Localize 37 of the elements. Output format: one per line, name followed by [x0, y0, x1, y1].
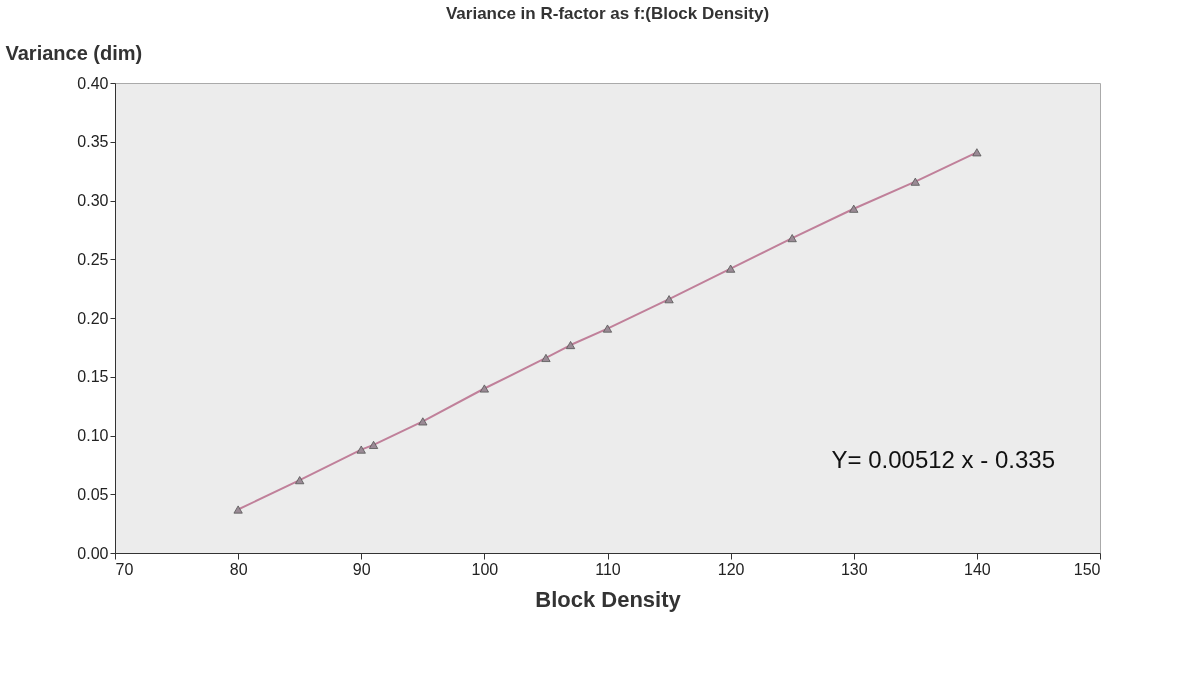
point [602, 324, 613, 333]
y-tick-label: 0.30 [77, 192, 109, 209]
x-tick-label: 90 [352, 560, 371, 578]
point [565, 341, 576, 350]
y-tick-label: 0.25 [77, 250, 109, 268]
y-tick-label: 0.40 [77, 74, 109, 92]
point [910, 177, 920, 186]
point [541, 353, 551, 362]
y-tick-label: 0.10 [77, 427, 109, 444]
point [726, 264, 736, 273]
x-tick-label: 100 [471, 560, 499, 578]
x-axis-title: Block Density [535, 586, 682, 612]
point [664, 295, 674, 304]
point [972, 148, 982, 157]
point [787, 234, 797, 243]
point [849, 204, 859, 213]
x-tick-label: 130 [840, 560, 868, 578]
y-tick-label: 0.05 [77, 485, 109, 503]
x-tick-label: 140 [964, 560, 991, 578]
point [295, 476, 305, 485]
point [368, 440, 379, 449]
y-tick-label: 0.20 [77, 309, 109, 327]
y-tick-label: 0.15 [77, 368, 109, 386]
x-tick-label: 110 [595, 560, 621, 578]
point [233, 505, 243, 514]
chart-title: Variance in R-factor as f:(Block Density) [445, 4, 770, 23]
y-tick-label: 0.00 [77, 544, 109, 562]
point [418, 417, 428, 426]
point [356, 445, 366, 454]
y-tick-label: 0.35 [77, 133, 109, 151]
x-tick-label: 150 [1073, 560, 1101, 578]
x-tick-label: 120 [717, 560, 745, 578]
x-tick-label: 70 [115, 560, 134, 578]
annotation: Y= 0.00512 x - 0.335 [831, 446, 1055, 474]
y-axis-title: Variance (dim) [5, 41, 143, 64]
x-tick-label: 80 [229, 560, 248, 578]
point [479, 384, 489, 393]
